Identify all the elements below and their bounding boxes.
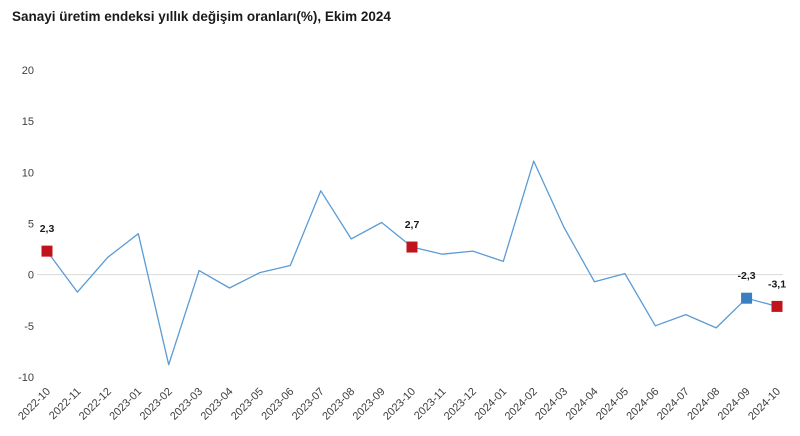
data-point-marker <box>771 300 783 312</box>
x-tick-label: 2023-01 <box>107 386 144 423</box>
x-tick-label: 2024-07 <box>655 386 692 423</box>
y-tick-label: -5 <box>24 321 34 333</box>
data-point-marker <box>41 245 53 257</box>
x-tick-label: 2024-10 <box>746 386 783 423</box>
x-tick-label: 2023-04 <box>199 386 236 423</box>
x-tick-label: 2024-04 <box>564 386 601 423</box>
data-label: 2,3 <box>40 223 55 235</box>
data-label: -3,1 <box>768 278 786 290</box>
x-tick-label: 2023-06 <box>259 386 296 423</box>
x-tick-label: 2023-05 <box>229 386 266 423</box>
y-tick-label: 0 <box>28 270 34 282</box>
data-label: -2,3 <box>738 270 756 282</box>
x-tick-label: 2024-06 <box>624 386 661 423</box>
x-tick-label: 2022-12 <box>77 386 114 423</box>
x-tick-label: 2024-09 <box>716 386 753 423</box>
series-line <box>46 160 778 366</box>
x-tick-label: 2023-12 <box>442 386 479 423</box>
data-point-marker <box>406 241 418 253</box>
x-tick-label: 2024-03 <box>533 386 570 423</box>
data-label: 2,7 <box>405 219 420 231</box>
chart-title: Sanayi üretim endeksi yıllık değişim ora… <box>12 9 391 24</box>
y-tick-label: 10 <box>22 167 34 179</box>
x-tick-label: 2024-01 <box>472 386 509 423</box>
x-tick-label: 2023-10 <box>381 386 418 423</box>
x-tick-label: 2023-03 <box>168 386 205 423</box>
y-tick-label: 15 <box>22 116 34 128</box>
x-tick-label: 2023-07 <box>290 386 327 423</box>
x-tick-label: 2023-09 <box>351 386 388 423</box>
x-tick-label: 2023-02 <box>138 386 175 423</box>
y-tick-label: -10 <box>18 372 34 384</box>
x-tick-label: 2023-08 <box>320 386 357 423</box>
y-tick-label: 20 <box>22 65 34 77</box>
y-tick-label: 5 <box>28 219 34 231</box>
data-point-marker <box>741 292 753 304</box>
x-tick-label: 2022-10 <box>16 386 53 423</box>
x-tick-label: 2024-05 <box>594 386 631 423</box>
x-tick-label: 2024-08 <box>685 386 722 423</box>
x-tick-label: 2024-02 <box>503 386 540 423</box>
